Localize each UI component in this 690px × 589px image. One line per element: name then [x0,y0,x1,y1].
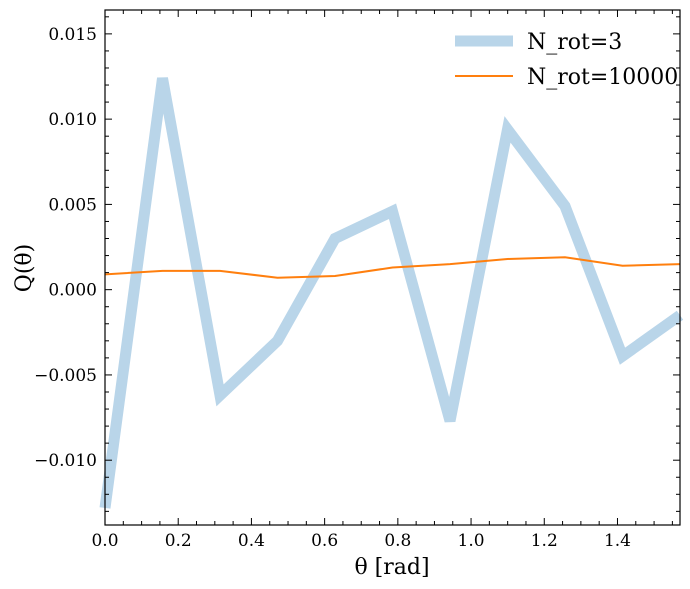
x-tick-label: 0.2 [165,531,192,551]
series-line-n-rot-3 [99,77,684,509]
y-tick-label: 0.015 [48,25,97,45]
legend-label-n-rot-3: N_rot=3 [527,30,622,55]
x-tick-label: 1.0 [458,531,485,551]
x-tick-label: 0.4 [238,531,265,551]
legend: N_rot=3 N_rot=10000 [455,30,678,90]
y-tick-label: 0.005 [48,195,97,215]
x-axis-label: θ [rad] [354,555,429,580]
ticks-layer: 0.0 0.2 0.4 0.6 0.8 1.0 1.2 1.4 −0.010 −0.005 0.00… [34,10,680,551]
series-line-n-rot-10000 [104,256,681,279]
y-tick-label: −0.005 [34,366,97,386]
legend-label-n-rot-10000: N_rot=10000 [527,65,678,90]
plot-frame [104,9,681,526]
x-tick-label: 0.8 [384,531,411,551]
y-axis-label: Q(θ) [12,244,37,292]
series-layer [99,77,684,509]
x-tick-label: 0.0 [91,531,118,551]
x-tick-label: 0.6 [311,531,338,551]
y-tick-label: −0.010 [34,451,97,471]
y-tick-label: 0.000 [48,281,97,301]
y-tick-label: 0.010 [48,110,97,130]
x-tick-label: 1.2 [531,531,558,551]
x-tick-label: 1.4 [604,531,631,551]
